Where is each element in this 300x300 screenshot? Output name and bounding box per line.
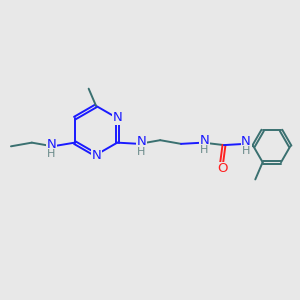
Text: N: N: [200, 134, 209, 147]
Text: H: H: [200, 145, 208, 155]
Text: H: H: [47, 149, 56, 159]
Text: N: N: [136, 135, 146, 148]
Text: N: N: [241, 135, 251, 148]
Text: N: N: [46, 138, 56, 151]
Text: O: O: [217, 162, 227, 176]
Text: H: H: [137, 147, 146, 157]
Text: N: N: [113, 111, 123, 124]
Text: N: N: [92, 149, 101, 162]
Text: H: H: [242, 146, 250, 156]
